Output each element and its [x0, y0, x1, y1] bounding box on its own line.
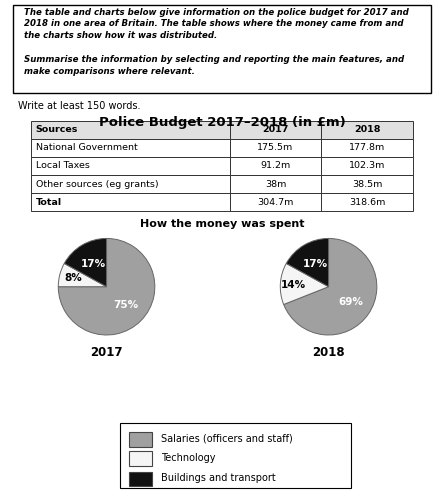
Text: 2018: 2018	[354, 125, 381, 134]
Bar	[31, 121, 230, 139]
Text: 14%: 14%	[281, 280, 306, 290]
Wedge shape	[64, 238, 107, 287]
Text: 175.5m: 175.5m	[258, 143, 293, 152]
Text: Buildings and transport: Buildings and transport	[162, 473, 276, 483]
Bar	[321, 193, 413, 211]
Text: 318.6m: 318.6m	[349, 198, 385, 207]
Text: 75%: 75%	[113, 300, 138, 310]
Wedge shape	[284, 238, 377, 335]
Text: Sources: Sources	[36, 125, 78, 134]
Bar	[31, 175, 230, 193]
Text: Write at least 150 words.: Write at least 150 words.	[18, 101, 140, 111]
Wedge shape	[286, 238, 329, 287]
Text: 2017: 2017	[90, 346, 123, 359]
Bar	[129, 432, 152, 447]
Wedge shape	[58, 238, 155, 335]
Bar	[230, 193, 321, 211]
Bar	[129, 451, 152, 466]
Text: 2017: 2017	[262, 125, 289, 134]
Text: 304.7m: 304.7m	[257, 198, 293, 207]
Text: 2018: 2018	[312, 346, 345, 359]
Bar	[31, 139, 230, 157]
Text: Police Budget 2017–2018 (in £m): Police Budget 2017–2018 (in £m)	[99, 116, 345, 129]
Bar	[321, 139, 413, 157]
Bar	[230, 121, 321, 139]
Text: National Government: National Government	[36, 143, 137, 152]
Text: 177.8m: 177.8m	[349, 143, 385, 152]
Text: 38.5m: 38.5m	[352, 180, 382, 189]
Text: Salaries (officers and staff): Salaries (officers and staff)	[162, 434, 293, 444]
Text: 8%: 8%	[64, 273, 82, 283]
Wedge shape	[280, 264, 329, 304]
Wedge shape	[58, 264, 107, 287]
Bar	[321, 175, 413, 193]
FancyBboxPatch shape	[13, 5, 431, 93]
Text: The table and charts below give information on the police budget for 2017 and
20: The table and charts below give informat…	[24, 8, 408, 75]
Bar	[31, 193, 230, 211]
Text: Technology: Technology	[162, 453, 216, 463]
Text: 102.3m: 102.3m	[349, 161, 385, 171]
Text: 38m: 38m	[265, 180, 286, 189]
Text: Other sources (eg grants): Other sources (eg grants)	[36, 180, 159, 189]
Text: Total: Total	[36, 198, 62, 207]
FancyBboxPatch shape	[120, 423, 351, 488]
Bar	[31, 157, 230, 175]
Text: How the money was spent: How the money was spent	[140, 219, 304, 229]
Bar	[321, 157, 413, 175]
Bar	[230, 175, 321, 193]
Text: 91.2m: 91.2m	[260, 161, 290, 171]
Bar	[129, 472, 152, 486]
Text: Local Taxes: Local Taxes	[36, 161, 90, 171]
Bar	[230, 139, 321, 157]
Bar	[230, 157, 321, 175]
Text: 69%: 69%	[338, 297, 363, 307]
Text: 17%: 17%	[302, 259, 328, 269]
Bar	[321, 121, 413, 139]
Text: 17%: 17%	[80, 259, 106, 269]
